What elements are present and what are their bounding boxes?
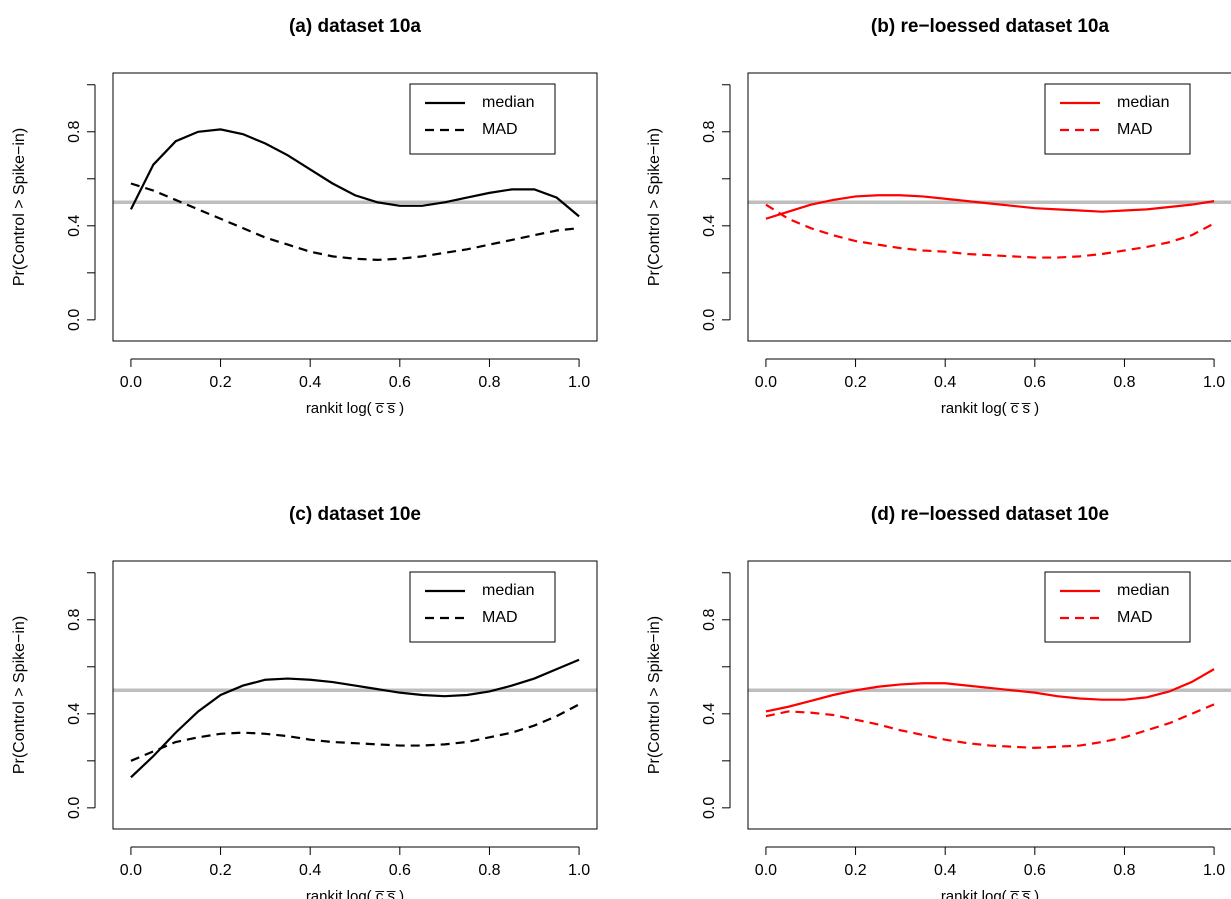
- legend-label: MAD: [1117, 609, 1153, 626]
- plot-frame: [747, 560, 1231, 830]
- legend-label: median: [482, 582, 534, 599]
- y-axis-label: Pr(Control > Spike−in): [11, 128, 28, 286]
- data-line: [130, 703, 580, 762]
- panel-title: (b) re−loessed dataset 10a: [871, 16, 1110, 37]
- x-tick-label: 0.2: [209, 862, 231, 879]
- x-tick-label: 0.4: [934, 862, 956, 879]
- legend-label: MAD: [1117, 121, 1153, 138]
- data-line: [765, 203, 1215, 259]
- legend-label: median: [482, 94, 534, 111]
- panel: (b) re−loessed dataset 10a 0.0 0.2 0.4 0.6 0.…: [646, 16, 1231, 417]
- x-tick-label: 1.0: [568, 374, 590, 391]
- y-axis-label: Pr(Control > Spike−in): [11, 616, 28, 774]
- panel: (a) dataset 10a 0.0 0.2 0.4 0.6 0.8 1.0 rankit …: [11, 16, 598, 417]
- data-line: [765, 668, 1215, 713]
- y-tick-label: 0.4: [701, 215, 718, 237]
- x-axis-label: rankit log( c̅ s̅ ): [941, 400, 1039, 417]
- x-tick-label: 1.0: [1203, 374, 1225, 391]
- x-tick-label: 1.0: [568, 862, 590, 879]
- x-tick-label: 0.4: [299, 862, 321, 879]
- y-tick-label: 0.8: [66, 121, 83, 143]
- data-line: [130, 658, 580, 779]
- panel-title: (a) dataset 10a: [289, 16, 421, 37]
- x-axis-label: rankit log( c̅ s̅ ): [306, 888, 404, 899]
- y-axis-label: Pr(Control > Spike−in): [646, 616, 663, 774]
- data-line: [765, 194, 1215, 220]
- x-tick-label: 0.0: [755, 374, 777, 391]
- x-tick-label: 0.6: [389, 374, 411, 391]
- y-axis-label: Pr(Control > Spike−in): [646, 128, 663, 286]
- y-tick-label: 0.8: [701, 609, 718, 631]
- x-tick-label: 0.0: [120, 374, 142, 391]
- legend-label: median: [1117, 582, 1169, 599]
- y-tick-label: 0.4: [66, 703, 83, 725]
- y-tick-label: 0.0: [701, 309, 718, 331]
- y-tick-label: 0.0: [701, 797, 718, 819]
- legend-label: median: [1117, 94, 1169, 111]
- plot-frame: [112, 560, 598, 830]
- panel: (c) dataset 10e 0.0 0.2 0.4 0.6 0.8 1.0 rankit …: [11, 504, 598, 899]
- y-tick-label: 0.0: [66, 309, 83, 331]
- y-tick-label: 0.8: [66, 609, 83, 631]
- y-tick-label: 0.4: [66, 215, 83, 237]
- legend-box: [409, 83, 556, 155]
- panel-title: (c) dataset 10e: [289, 504, 421, 525]
- y-tick-label: 0.8: [701, 121, 718, 143]
- x-tick-label: 0.0: [755, 862, 777, 879]
- legend-label: MAD: [482, 609, 518, 626]
- x-tick-label: 0.4: [934, 374, 956, 391]
- x-tick-label: 0.8: [478, 374, 500, 391]
- x-tick-label: 0.2: [844, 374, 866, 391]
- legend-box: [1044, 83, 1191, 155]
- x-tick-label: 0.2: [209, 374, 231, 391]
- plot-frame: [747, 72, 1231, 342]
- panel-title: (d) re−loessed dataset 10e: [871, 504, 1109, 525]
- legend-box: [409, 571, 556, 643]
- data-line: [129, 128, 580, 218]
- x-axis-label: rankit log( c̅ s̅ ): [306, 400, 404, 417]
- plot-frame: [112, 72, 598, 342]
- data-line: [765, 703, 1215, 749]
- x-tick-label: 0.6: [389, 862, 411, 879]
- x-tick-label: 0.8: [1113, 862, 1135, 879]
- x-tick-label: 0.6: [1024, 862, 1046, 879]
- data-line: [130, 182, 580, 261]
- x-tick-label: 0.6: [1024, 374, 1046, 391]
- legend-box: [1044, 571, 1191, 643]
- x-axis-label: rankit log( c̅ s̅ ): [941, 888, 1039, 899]
- x-tick-label: 0.2: [844, 862, 866, 879]
- legend-label: MAD: [482, 121, 518, 138]
- x-tick-label: 1.0: [1203, 862, 1225, 879]
- y-tick-label: 0.0: [66, 797, 83, 819]
- x-tick-label: 0.8: [1113, 374, 1135, 391]
- panel: (d) re−loessed dataset 10e 0.0 0.2 0.4 0.6 0.…: [646, 504, 1231, 899]
- x-tick-label: 0.8: [478, 862, 500, 879]
- x-tick-label: 0.0: [120, 862, 142, 879]
- x-tick-label: 0.4: [299, 374, 321, 391]
- y-tick-label: 0.4: [701, 703, 718, 725]
